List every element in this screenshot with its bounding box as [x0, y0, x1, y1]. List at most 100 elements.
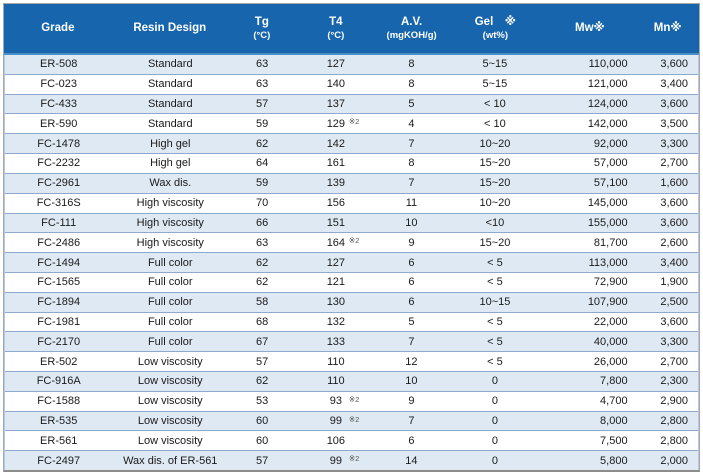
- cell-value: 110,000: [588, 58, 628, 71]
- cell-grade: FC-2170: [5, 332, 112, 351]
- cell-t4: 151: [296, 214, 376, 233]
- table-row: FC-316S High viscosity 70 156 11 10~20 145,000…: [5, 193, 698, 214]
- column-header-gel: Gel ※ (wt%): [447, 4, 543, 53]
- cell-t4: 127: [296, 55, 376, 74]
- cell-value: 60: [255, 415, 269, 428]
- cell-value: 5: [408, 315, 415, 328]
- cell-tg: 66: [228, 214, 296, 233]
- cell-grade: FC-2497: [5, 451, 112, 470]
- cell-grade: FC-2232: [5, 154, 112, 173]
- cell-value: 142,000: [587, 117, 628, 130]
- cell-mn: 3,300: [636, 332, 698, 351]
- cell-value: 0: [491, 454, 498, 467]
- cell-value: High viscosity: [136, 197, 204, 210]
- cell-value: FC-2486: [37, 236, 81, 249]
- cell-mn: 2,000: [636, 451, 698, 470]
- cell-value: 156: [326, 197, 346, 210]
- cell-tg: 68: [228, 313, 296, 332]
- cell-gel: < 5: [447, 352, 543, 371]
- cell-value: FC-023: [40, 78, 78, 91]
- cell-grade: FC-2486: [5, 233, 112, 252]
- table-row: FC-1494 Full color 62 127 6 < 5 113,000 3,400: [5, 253, 698, 273]
- cell-value: 137: [326, 98, 346, 111]
- cell-value: 151: [326, 216, 346, 229]
- cell-mn: 3,500: [636, 114, 698, 133]
- cell-mw: 121,000: [543, 75, 636, 94]
- cell-t4: 139: [296, 174, 376, 193]
- table-row: FC-2486 High viscosity 63 164 ※2 9 15~20 81,700…: [5, 233, 698, 254]
- cell-value: 127: [326, 256, 346, 269]
- cell-mw: 155,000: [543, 214, 636, 233]
- cell-resin: Wax dis. of ER-561: [112, 451, 228, 470]
- cell-t4: 127: [296, 253, 376, 272]
- footnote-marker: ※2: [348, 414, 360, 424]
- cell-resin: Full color: [112, 332, 228, 351]
- cell-value: 2,800: [660, 434, 688, 447]
- cell-value: FC-316S: [36, 197, 81, 210]
- cell-av: 9: [376, 233, 447, 252]
- cell-resin: Low viscosity: [112, 431, 228, 450]
- cell-av: 8: [376, 154, 447, 173]
- cell-value: 161: [326, 157, 346, 170]
- cell-value: 130: [326, 296, 346, 309]
- cell-value: 3,600: [660, 315, 688, 328]
- cell-value: 11: [405, 197, 418, 210]
- cell-value: 8: [408, 78, 415, 91]
- cell-resin: High gel: [112, 134, 228, 153]
- cell-t4: 99 ※2: [296, 451, 376, 470]
- cell-resin: Standard: [112, 95, 228, 114]
- column-header-tg: Tg (°C): [228, 4, 296, 53]
- cell-value: 3,600: [660, 58, 688, 71]
- cell-value: Standard: [147, 58, 193, 71]
- cell-value: ER-535: [40, 415, 78, 428]
- cell-grade: ER-502: [5, 352, 112, 371]
- column-header-grade: Grade: [4, 4, 112, 53]
- cell-mw: 113,000: [543, 253, 636, 272]
- cell-value: FC-1588: [37, 395, 81, 408]
- cell-value: Full color: [147, 296, 193, 309]
- cell-t4: 164 ※2: [296, 233, 376, 252]
- cell-mn: 3,400: [636, 253, 698, 272]
- cell-mn: 2,300: [636, 372, 698, 391]
- cell-t4: 137: [296, 95, 376, 114]
- cell-value: ER-590: [40, 117, 78, 130]
- cell-value: 62: [255, 276, 269, 289]
- cell-value: Full color: [147, 276, 193, 289]
- column-header-mn: Mn※: [636, 4, 699, 53]
- cell-gel: 5~15: [447, 75, 543, 94]
- cell-grade: FC-916A: [5, 372, 112, 391]
- cell-grade: FC-1565: [5, 273, 112, 292]
- cell-mn: 3,600: [636, 214, 698, 233]
- column-header-mw: Mw※: [543, 4, 636, 53]
- table-row: FC-2961 Wax dis. 59 139 7 15~20 57,100 1,600: [5, 173, 698, 194]
- cell-tg: 60: [228, 412, 296, 431]
- cell-av: 6: [376, 431, 447, 450]
- cell-mn: 3,400: [636, 75, 698, 94]
- table-row: FC-1981 Full color 68 132 5 < 5 22,000 3,600: [5, 312, 698, 333]
- cell-value: 93: [329, 395, 342, 408]
- cell-grade: FC-023: [5, 75, 112, 94]
- table-row: FC-2497 Wax dis. of ER-561 57 99 ※2 14 0 5,800 2…: [5, 451, 698, 471]
- cell-value: 15~20: [479, 157, 511, 170]
- cell-value: High viscosity: [136, 236, 204, 249]
- table-row: FC-111 High viscosity 66 151 10 <10 155,000 3,6…: [5, 213, 698, 234]
- cell-value: 22,000: [593, 315, 628, 328]
- cell-av: 10: [376, 372, 447, 391]
- column-header-av: A.V. (mgKOH/g): [376, 4, 448, 53]
- cell-value: 5~15: [482, 58, 508, 71]
- cell-value: 3,300: [660, 137, 688, 150]
- cell-tg: 62: [228, 372, 296, 391]
- cell-value: 10: [405, 375, 418, 388]
- cell-av: 7: [376, 332, 447, 351]
- cell-value: 7: [408, 177, 415, 190]
- cell-value: 107,900: [587, 296, 628, 309]
- cell-t4: 142: [296, 134, 376, 153]
- cell-value: High gel: [150, 137, 191, 150]
- cell-t4: 110: [296, 352, 376, 371]
- table-row: ER-590 Standard 59 129 ※2 4 < 10 142,000 3,500: [5, 114, 698, 135]
- cell-resin: High viscosity: [112, 233, 228, 252]
- cell-resin: Low viscosity: [112, 372, 228, 391]
- cell-value: FC-1478: [37, 137, 81, 150]
- cell-mn: 1,600: [636, 174, 698, 193]
- table-row: ER-535 Low viscosity 60 99 ※2 7 0 8,000 2,800: [5, 411, 698, 432]
